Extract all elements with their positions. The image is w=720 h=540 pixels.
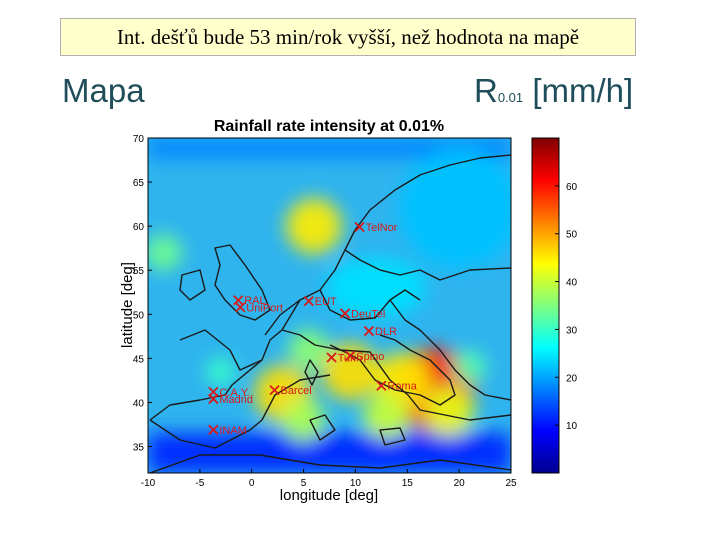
y-tick-label: 35: [133, 443, 145, 454]
heat-hotspot-6: [423, 385, 475, 437]
heat-hotspot-9: [288, 329, 329, 370]
station-marker: [208, 424, 219, 435]
y-tick-label: 70: [133, 134, 145, 145]
colorbar-tick-label: 50: [566, 230, 578, 241]
station-label: Barcel: [281, 385, 312, 397]
station-label: UniPort: [246, 302, 283, 314]
station-spino: Spino: [345, 350, 384, 363]
station-marker: [345, 350, 356, 361]
x-tick-label: 5: [301, 478, 307, 489]
station-deutel: DeuTel: [339, 308, 385, 320]
x-tick-label: 20: [454, 478, 466, 489]
station-label: INAM: [219, 425, 247, 437]
station-inam: INAM: [208, 424, 247, 437]
y-tick-label: 40: [133, 398, 145, 409]
station-roma: Roma: [376, 380, 418, 393]
station-eut: EUT: [303, 295, 337, 308]
heat-hotspot-2: [321, 342, 380, 401]
x-tick-label: -10: [141, 478, 156, 489]
x-tick-label: 0: [249, 478, 255, 489]
station-label: Spino: [356, 351, 384, 363]
map-heading: Mapa: [62, 72, 145, 109]
station-ral: RAL: [233, 295, 266, 307]
station-dlr: DLR: [363, 325, 397, 338]
station-label: Turin: [338, 353, 363, 365]
y-tick-label: 60: [133, 222, 145, 233]
colorbar-tick-label: 20: [566, 373, 578, 384]
colorbar-tick-label: 60: [566, 182, 578, 193]
station-madrid: Madrid: [208, 393, 253, 406]
heat-hotspot-5: [363, 392, 411, 440]
station-marker: [233, 295, 244, 306]
x-tick-label: -5: [195, 478, 204, 489]
station-marker: [376, 380, 387, 391]
station-marker: [208, 393, 219, 405]
heat-hotspot-11: [453, 350, 486, 384]
caption-banner: Int. dešťů bude 53 min/rok vyšší, než ho…: [60, 18, 636, 56]
heat-hotspot-7: [285, 198, 342, 255]
station-marker: [326, 352, 337, 363]
heat-band-south: [148, 433, 511, 473]
heat-hotspot-4: [281, 398, 326, 442]
chart-title: Rainfall rate intensity at 0.01%: [214, 118, 444, 135]
x-axis-label: longitude [deg]: [280, 487, 378, 504]
x-tick-label: 15: [402, 478, 414, 489]
plot-frame: [147, 137, 512, 474]
station-marker: [303, 295, 314, 307]
heat-region-central: [326, 257, 427, 318]
station-label: C.A.Y.: [219, 387, 249, 399]
colorbar-tick-label: 10: [566, 421, 578, 432]
station-telnor: TelNor: [354, 221, 398, 234]
station-label: Roma: [387, 381, 417, 393]
x-tick-label: 25: [505, 478, 517, 489]
station-label: DeuTel: [351, 308, 385, 320]
station-label: Madrid: [219, 394, 253, 406]
station-marker: [269, 384, 280, 396]
station-barcel: Barcel: [269, 384, 312, 397]
heat-hotspot-8: [148, 234, 182, 271]
y-tick-label: 45: [133, 354, 145, 365]
station-turin: Turin: [326, 352, 363, 365]
y-tick-label: 50: [133, 310, 145, 321]
rate-subscript: 0.01: [497, 90, 524, 105]
rate-unit: [mm/h]: [532, 72, 634, 109]
station-uniport: UniPort: [235, 302, 283, 314]
station-marker: [363, 325, 375, 337]
heat-region-nordic: [399, 148, 511, 269]
y-tick-label: 65: [133, 178, 145, 189]
rate-heading: R0.01 [mm/h]: [474, 72, 633, 110]
colorbar-tick-label: 40: [566, 278, 578, 289]
colorbar-tick-label: 30: [566, 325, 578, 336]
y-axis-label: latitude [deg]: [119, 262, 136, 348]
y-tick-label: 55: [133, 266, 145, 277]
caption-text: Int. dešťů bude 53 min/rok vyšší, než ho…: [116, 24, 580, 49]
station-label: DLR: [375, 326, 397, 338]
station-label: EUT: [315, 296, 337, 308]
colorbar: [531, 137, 560, 474]
heat-hotspot-10: [206, 357, 236, 387]
station-marker: [354, 221, 365, 233]
heat-band-north: [148, 138, 511, 158]
station-marker: [339, 308, 351, 319]
x-tick-label: 10: [350, 478, 362, 489]
station-marker: [235, 302, 246, 313]
station-label: RAL: [244, 295, 265, 307]
coastlines: [149, 154, 511, 473]
rate-symbol: R: [474, 72, 498, 109]
station-label: TelNor: [366, 222, 398, 234]
